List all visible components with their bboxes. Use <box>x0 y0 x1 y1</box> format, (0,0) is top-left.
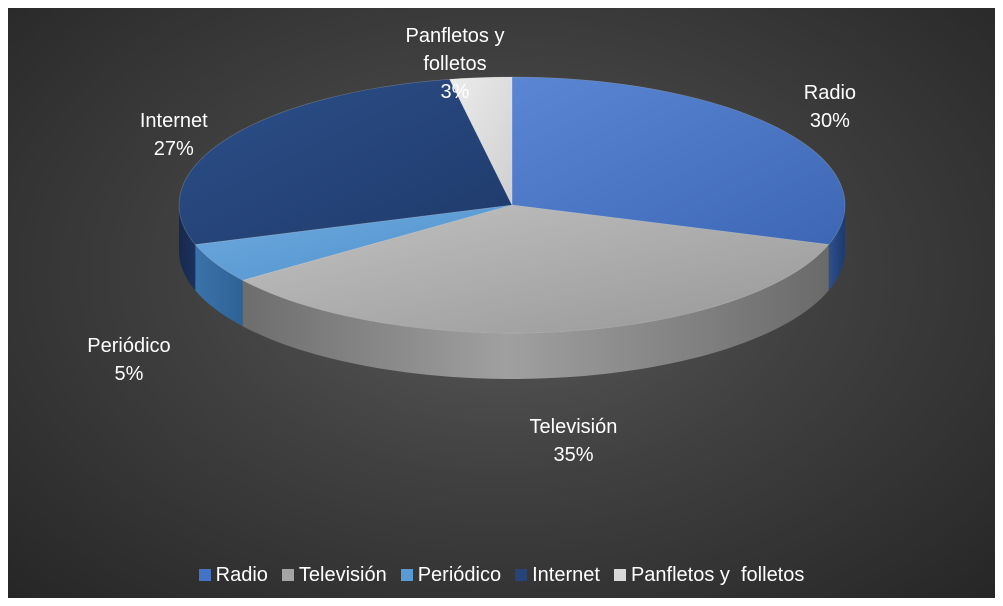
pie-slice-radio <box>511 76 846 245</box>
data-label-percent: 30% <box>810 110 850 132</box>
pie-slice-panfletos-y-folletos <box>449 76 513 206</box>
pie-sides <box>179 205 845 379</box>
legend-swatch <box>198 569 211 581</box>
legend-label: Panfletos y folletos <box>630 563 805 586</box>
data-label-percent: 3% <box>441 81 470 103</box>
legend-item-periodico: Periódico <box>400 563 502 587</box>
legend-label: Periódico <box>417 563 502 586</box>
data-label-percent: 35% <box>553 444 593 466</box>
legend-swatch <box>515 569 528 581</box>
data-label-category: Radio <box>804 82 856 104</box>
legend-swatch <box>613 569 626 581</box>
legend-item-television: Televisión <box>281 563 387 587</box>
legend-label: Televisión <box>298 563 387 586</box>
data-label-category: Televisión <box>530 416 618 438</box>
legend-item-internet: Internet <box>515 564 600 587</box>
data-label-percent: 5% <box>115 363 144 385</box>
pie-slices <box>178 76 846 334</box>
legend-label: Radio <box>215 563 268 586</box>
legend-label: Internet <box>532 563 600 586</box>
legend-swatch <box>281 569 294 581</box>
data-label-radio: Radio 30% <box>804 82 856 132</box>
data-label-periodico: Periódico 5% <box>87 335 170 385</box>
pie-side-internet <box>179 205 196 291</box>
pie-side-periodico <box>195 244 243 327</box>
data-label-category: Panfletos y <box>406 25 505 47</box>
data-label-television: Televisión 35% <box>530 416 618 466</box>
data-label-internet: Internet 27% <box>140 110 208 160</box>
legend-swatch <box>400 569 413 581</box>
pie-slice-periodico <box>194 204 513 281</box>
pie-slice-television <box>241 204 830 334</box>
data-label-category: folletos <box>423 53 486 75</box>
legend-item-radio: Radio <box>198 563 268 587</box>
data-label-percent: 27% <box>154 138 194 160</box>
data-label-panfletos-y-folletos: Panfletos y folletos 3% <box>406 25 505 103</box>
legend-item-panfletos-y-folletos: Panfletos y folletos <box>613 563 805 587</box>
data-labels: Radio 30% Televisión 35% Periódico 5% Internet… <box>87 25 856 466</box>
pie-side-radio <box>828 205 845 291</box>
pie-slice-internet <box>178 78 513 245</box>
legend: Radio Televisión Periódico Internet Panfleto… <box>0 560 1003 590</box>
data-label-category: Internet <box>140 110 208 132</box>
data-label-category: Periódico <box>87 335 170 357</box>
pie-side-television <box>242 244 829 379</box>
